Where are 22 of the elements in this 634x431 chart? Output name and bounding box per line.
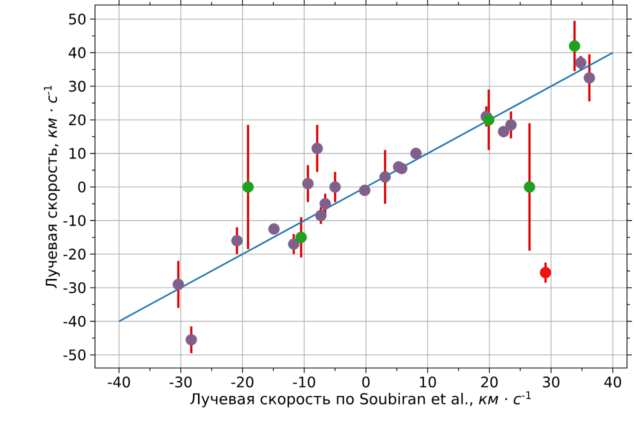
y-tick-label: -20 [63,248,86,260]
x-tick-label: 0 [362,376,370,388]
x-tick-label: 20 [481,376,498,388]
x-tick-label: 40 [604,376,622,388]
y-tick-label: -30 [63,282,86,294]
y-tick-label: -50 [63,349,86,360]
x-tick-label: -20 [231,376,254,388]
x-tick-label: -40 [108,376,130,388]
y-tick-label: -10 [63,215,86,226]
y-tick-label: 20 [69,114,86,126]
x-axis-title: Лучевая скорость по Soubiran et al., км · с$^{-1}$ [190,391,531,408]
y-axis-title: Лучевая скорость, км · с$^{-1}$ [44,86,60,288]
y-tick-label: 40 [68,47,86,58]
y-tick-label: 10 [70,148,86,159]
x-tick-label: 10 [420,376,436,388]
x-tick-label: -10 [293,376,316,388]
y-tick-label: -40 [63,316,86,327]
x-tick-label: 30 [542,376,560,388]
y-tick-label: 50 [69,14,86,25]
y-tick-label: 0 [78,182,86,192]
x-tick-label: -30 [170,376,192,388]
y-tick-label: 30 [69,80,86,92]
